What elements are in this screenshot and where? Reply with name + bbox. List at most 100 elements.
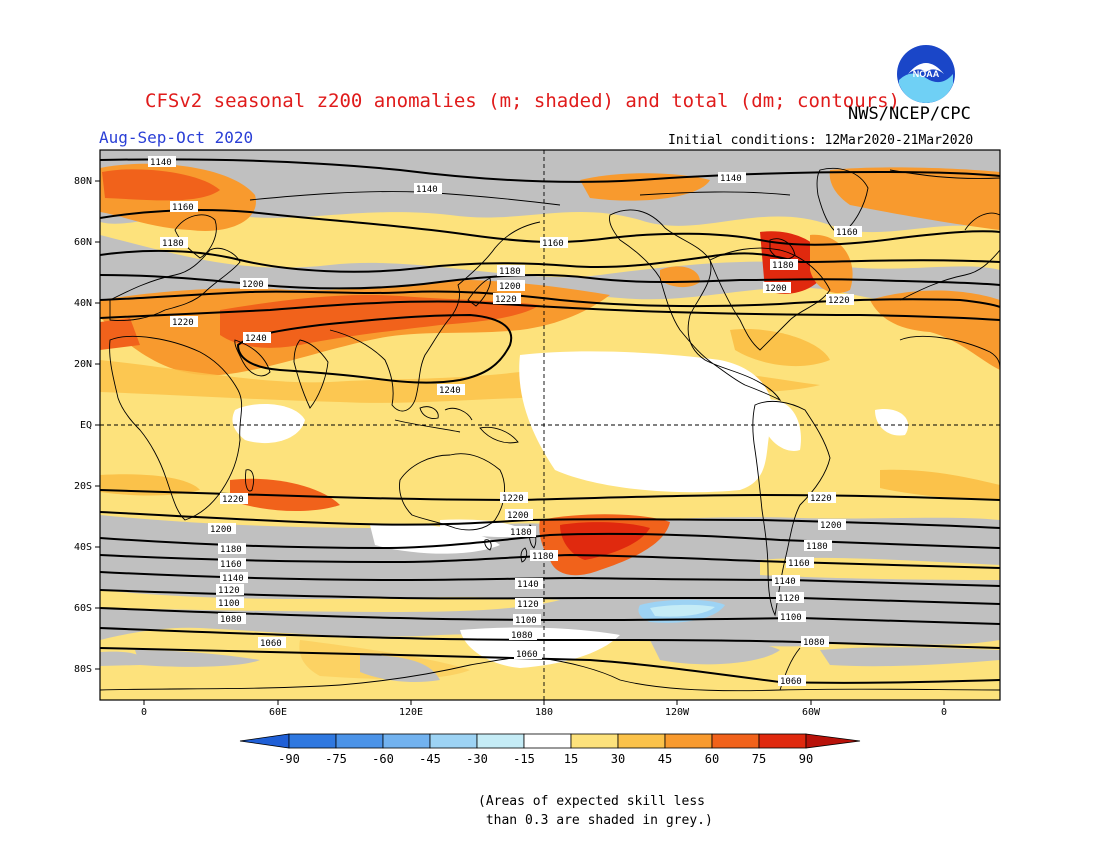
svg-text:1200: 1200 [210, 525, 232, 535]
contour-label: 1140 [414, 183, 442, 195]
colorbar-cell [288, 733, 337, 749]
svg-text:1200: 1200 [242, 280, 264, 290]
contour-label: 1140 [220, 572, 248, 584]
lat-label: 60N [74, 237, 92, 248]
contour-label: 1120 [776, 592, 804, 604]
svg-text:1200: 1200 [765, 284, 787, 294]
colorbar-cell [758, 733, 807, 749]
lon-label: 120E [399, 707, 423, 718]
svg-text:1180: 1180 [162, 239, 184, 249]
contour-label: 1100 [513, 614, 541, 626]
lat-label: 80N [74, 176, 92, 187]
initial-conditions-label: Initial conditions: 12Mar2020-21Mar2020 [668, 133, 974, 148]
contour-label: 1200 [208, 523, 236, 535]
svg-text:1220: 1220 [828, 296, 850, 306]
colorbar-label: 60 [705, 752, 719, 766]
longitude-axis: 0 60E 120E 180 120W 60W 0 [141, 700, 947, 718]
colorbar-cell [239, 733, 290, 749]
contour-label: 1100 [216, 597, 244, 609]
latitude-axis: 80N 60N 40N 20N EQ 20S 40S 60S 80S [74, 176, 100, 675]
lat-label: 40N [74, 298, 92, 309]
contour-label: 1160 [540, 237, 568, 249]
lon-label: 0 [141, 707, 147, 718]
colorbar-label: 75 [752, 752, 766, 766]
lon-label: 0 [941, 707, 947, 718]
noaa-logo-text: NOAA [913, 69, 940, 79]
svg-text:1160: 1160 [542, 239, 564, 249]
colorbar-label: -15 [513, 752, 535, 766]
contour-label: 1200 [763, 282, 791, 294]
svg-text:1180: 1180 [510, 528, 532, 538]
svg-text:1080: 1080 [511, 631, 533, 641]
contour-label: 1200 [240, 278, 268, 290]
skill-footnote: (Areas of expected skill less than 0.3 a… [478, 794, 713, 828]
contour-label: 1140 [515, 578, 543, 590]
svg-text:1140: 1140 [720, 174, 742, 184]
svg-text:1080: 1080 [220, 615, 242, 625]
contour-label: 1060 [258, 637, 286, 649]
svg-text:1160: 1160 [172, 203, 194, 213]
colorbar-label: -75 [325, 752, 347, 766]
contour-label: 1220 [500, 492, 528, 504]
contour-label: 1220 [220, 493, 248, 505]
contour-label: 1080 [801, 636, 829, 648]
colorbar-label: -90 [278, 752, 300, 766]
svg-text:1180: 1180 [806, 542, 828, 552]
svg-text:1140: 1140 [222, 574, 244, 584]
svg-text:1100: 1100 [780, 613, 802, 623]
svg-text:1060: 1060 [260, 639, 282, 649]
contour-label: 1160 [218, 558, 246, 570]
contour-label: 1180 [770, 259, 798, 271]
contour-label: 1180 [530, 550, 558, 562]
svg-text:1140: 1140 [774, 577, 796, 587]
agency-label: NWS/NCEP/CPC [848, 104, 971, 124]
contour-label: 1220 [493, 293, 521, 305]
colorbar-cell [805, 733, 861, 749]
contour-label: 1180 [160, 237, 188, 249]
contour-label: 1200 [497, 280, 525, 292]
lon-label: 120W [665, 707, 690, 718]
svg-text:1120: 1120 [517, 600, 539, 610]
colorbar: -90 -75 -60 -45 -30 -15 15 30 45 60 75 9… [239, 733, 861, 766]
colorbar-label: -45 [419, 752, 441, 766]
contour-label: 1160 [786, 557, 814, 569]
colorbar-label: 30 [611, 752, 625, 766]
contour-label: 1160 [834, 226, 862, 238]
chart-title: CFSv2 seasonal z200 anomalies (m; shaded… [145, 90, 900, 112]
contour-label: 1180 [804, 540, 832, 552]
lat-label: 60S [74, 603, 92, 614]
contour-label: 1200 [818, 519, 846, 531]
colorbar-cell [664, 733, 713, 749]
contour-label-group: 1140 1140 1140 1160 1180 1160 1160 1180 … [148, 156, 862, 687]
svg-text:1160: 1160 [220, 560, 242, 570]
svg-text:1200: 1200 [820, 521, 842, 531]
contour-label: 1180 [508, 526, 536, 538]
colorbar-label: 90 [799, 752, 813, 766]
contour-label: 1100 [778, 611, 806, 623]
colorbar-cell [711, 733, 760, 749]
contour-label: 1220 [170, 316, 198, 328]
contour-label: 1120 [515, 598, 543, 610]
svg-text:1180: 1180 [772, 261, 794, 271]
colorbar-cell [429, 733, 478, 749]
colorbar-label: 45 [658, 752, 672, 766]
svg-text:1100: 1100 [218, 599, 240, 609]
colorbar-cell [476, 733, 525, 749]
svg-text:1120: 1120 [218, 586, 240, 596]
colorbar-cell [617, 733, 666, 749]
colorbar-cell [335, 733, 384, 749]
lat-label: 20N [74, 359, 92, 370]
colorbar-cell [523, 733, 572, 749]
svg-text:1100: 1100 [515, 616, 537, 626]
svg-text:1220: 1220 [172, 318, 194, 328]
season-label: Aug-Sep-Oct 2020 [99, 128, 254, 147]
svg-text:1220: 1220 [222, 495, 244, 505]
lat-label: 80S [74, 664, 92, 675]
svg-text:1180: 1180 [499, 267, 521, 277]
svg-text:1160: 1160 [788, 559, 810, 569]
svg-text:1220: 1220 [810, 494, 832, 504]
svg-text:1220: 1220 [502, 494, 524, 504]
lat-label: 40S [74, 542, 92, 553]
svg-text:1240: 1240 [439, 386, 461, 396]
contour-label: 1140 [148, 156, 176, 168]
